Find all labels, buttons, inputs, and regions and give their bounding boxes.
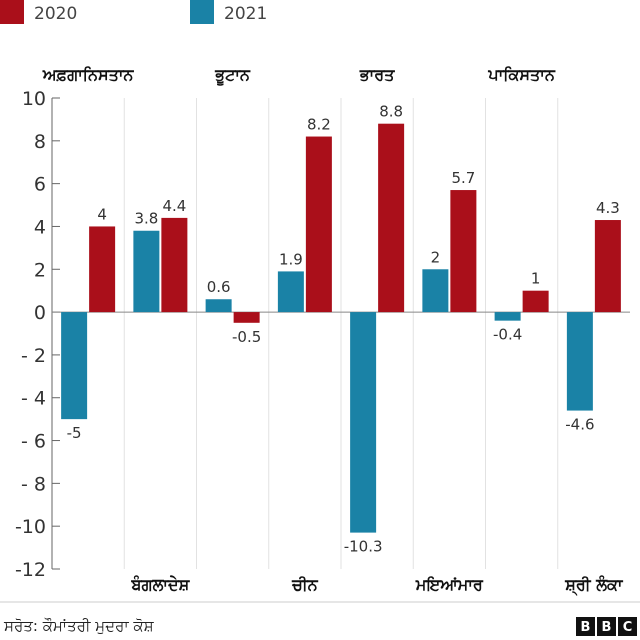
bar-2020-2 [161,217,188,313]
bar-2020-4 [305,136,332,313]
country-label-6: ਮਇਆਂਮਾਰ [415,575,484,594]
bar-2020-3 [233,312,260,323]
country-label-4: ਚੀਨ [291,575,319,594]
y-tick-label: -10 [15,516,46,538]
y-tick-label: - 2 [21,345,46,367]
country-label-3: ਭੂਟਾਨ [214,65,251,86]
y-tick-label: 6 [34,174,46,196]
data-label-2021-7: -0.4 [493,326,522,344]
y-tick-label: - 8 [21,473,46,495]
bbc-logo-box-3 [618,617,637,636]
data-label-2020-2: 4.4 [162,197,186,215]
data-label-2020-4: 8.2 [307,116,331,134]
footer: ਸਰੋਤ: ਕੌਮਾਂਤਰੀ ਮੁਦਰਾ ਕੋਸ਼ B B C [0,601,640,636]
bar-2020-8 [594,220,621,313]
y-tick-label: 4 [34,216,46,238]
country-label-5: ਭਾਰਤ [359,65,395,84]
source-note: ਸਰੋਤ: ਕੌਮਾਂਤਰੀ ਮੁਦਰਾ ਕੋਸ਼ [3,617,155,635]
country-label-7: ਪਾਕਿਸਤਾਨ [487,65,555,84]
y-tick-label: -12 [15,559,46,581]
bbc-logo-letter-1: B [581,620,591,635]
bbc-logo-box-2 [597,617,616,636]
legend-label-2021: 2021 [224,4,267,24]
y-tick-label: 8 [34,131,46,153]
grid [123,98,559,569]
y-tick-label: 0 [34,302,46,324]
data-label-2021-1: -5 [67,424,82,442]
bar-2021-6 [422,269,449,313]
bar-2021-3 [205,299,232,313]
bar-2021-2 [133,230,160,313]
data-label-2020-6: 5.7 [451,169,475,187]
y-tick-label: 10 [22,88,46,110]
data-label-2021-2: 3.8 [134,210,158,228]
data-label-2021-5: -10.3 [344,538,383,556]
bbc-logo: B B C [576,617,637,636]
bbc-logo-letter-3: C [623,620,633,635]
bar-2021-7 [494,312,521,321]
bar-2020-5 [378,123,405,313]
y-tick-label: 2 [34,259,46,281]
y-tick-label: - 4 [21,388,46,410]
bar-2021-8 [566,312,593,411]
data-label-2020-5: 8.8 [379,103,403,121]
data-label-2021-3: 0.6 [207,278,231,296]
data-label-2021-8: -4.6 [565,416,594,434]
country-label-1: ਅਫ਼ਗਾਨਿਸਤਾਨ [42,65,135,84]
bar-2020-1 [89,226,116,313]
legend: 2020 2021 [0,0,267,24]
country-labels: ਅਫ਼ਗਾਨਿਸਤਾਨ ਬੰਗਲਾਦੇਸ਼ ਭੂਟਾਨ ਚੀਨ ਭਾਰਤ ਮਇਆਂਮਾਰ ਪ… [42,65,624,597]
legend-swatch-2020 [0,0,24,24]
data-label-2020-1: 4 [97,205,107,223]
data-labels: -5 4 3.84.4 0.6 -0.5 1.9 8.2 -10.3 8.8 2 5.7 -0.4 1 -… [67,103,620,556]
country-label-8: ਸ਼੍ਰੀ ਲੰਕਾ [564,575,624,597]
country-label-2: ਬੰਗਲਾਦੇਸ਼ [130,575,190,594]
data-label-2020-7: 1 [531,270,541,288]
data-label-2021-6: 2 [431,248,441,266]
bar-2021-4 [277,271,304,313]
bars [61,123,621,533]
legend-label-2020: 2020 [34,4,77,24]
data-label-2020-8: 4.3 [596,199,620,217]
bar-2021-1 [61,312,88,420]
bar-2020-6 [450,190,477,313]
y-tick-label: - 6 [21,431,46,453]
bbc-logo-letter-2: B [602,620,612,635]
bar-2020-7 [522,290,549,313]
bbc-logo-box-1 [576,617,595,636]
legend-swatch-2021 [190,0,214,24]
bar-2021-5 [350,312,377,533]
data-label-2020-3: -0.5 [232,328,261,346]
data-label-2021-4: 1.9 [279,250,303,268]
